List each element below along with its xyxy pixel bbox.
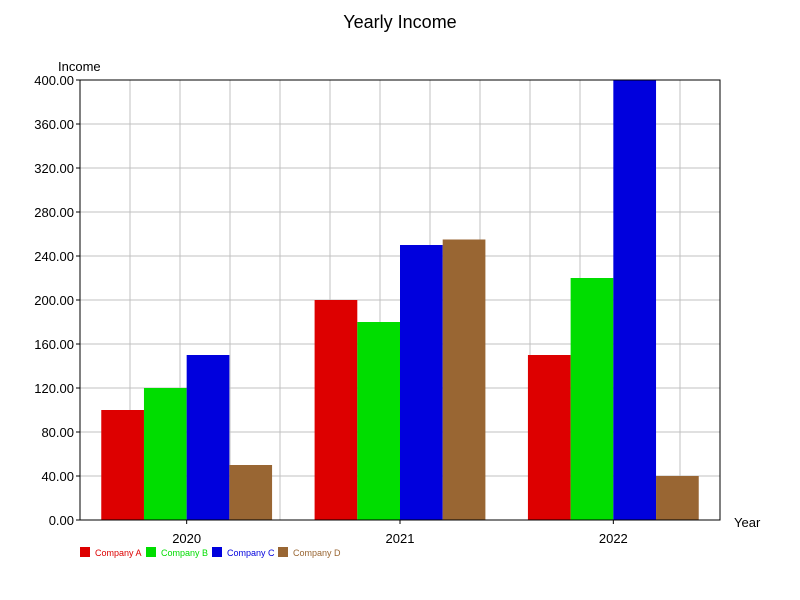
bar-company-d-2021 — [442, 239, 486, 520]
x-tick-label: 2021 — [386, 531, 415, 546]
legend-label: Company C — [227, 548, 275, 558]
legend-label: Company A — [95, 548, 142, 558]
legend-swatch — [278, 547, 288, 557]
bar-company-b-2021 — [357, 322, 400, 520]
x-tick-label: 2020 — [172, 531, 201, 546]
bar-company-a-2021 — [314, 300, 358, 520]
legend-swatch — [212, 547, 222, 557]
bar-company-b-2022 — [570, 278, 614, 520]
y-tick-label: 240.00 — [34, 249, 74, 264]
x-tick-label: 2022 — [599, 531, 628, 546]
bar-company-d-2022 — [656, 476, 699, 520]
y-tick-label: 0.00 — [49, 513, 74, 528]
legend-swatch — [146, 547, 156, 557]
y-tick-label: 80.00 — [41, 425, 74, 440]
bar-company-d-2020 — [229, 465, 273, 520]
x-axis-ticks: 2020 2021 2022 — [172, 520, 628, 546]
y-tick-label: 40.00 — [41, 469, 74, 484]
bar-company-c-2021 — [400, 245, 443, 520]
chart-title: Yearly Income — [343, 12, 456, 32]
y-tick-label: 160.00 — [34, 337, 74, 352]
legend-label: Company D — [293, 548, 341, 558]
y-tick-label: 200.00 — [34, 293, 74, 308]
bar-company-c-2020 — [186, 355, 230, 520]
legend-label: Company B — [161, 548, 208, 558]
bar-company-a-2022 — [527, 355, 571, 520]
y-axis-ticks: 0.00 40.00 80.00 120.00 160.00 200.00 240.00 28… — [34, 73, 80, 528]
y-tick-label: 360.00 — [34, 117, 74, 132]
bar-company-a-2020 — [101, 410, 144, 520]
y-tick-label: 320.00 — [34, 161, 74, 176]
y-axis-label: Income — [58, 59, 101, 74]
bars — [101, 80, 699, 520]
bar-company-b-2020 — [143, 388, 187, 520]
y-tick-label: 280.00 — [34, 205, 74, 220]
bar-company-c-2022 — [613, 80, 657, 520]
y-tick-label: 120.00 — [34, 381, 74, 396]
y-tick-label: 400.00 — [34, 73, 74, 88]
x-axis-label: Year — [734, 515, 761, 530]
legend: Company A Company B Company C Company D — [80, 547, 341, 558]
legend-swatch — [80, 547, 90, 557]
